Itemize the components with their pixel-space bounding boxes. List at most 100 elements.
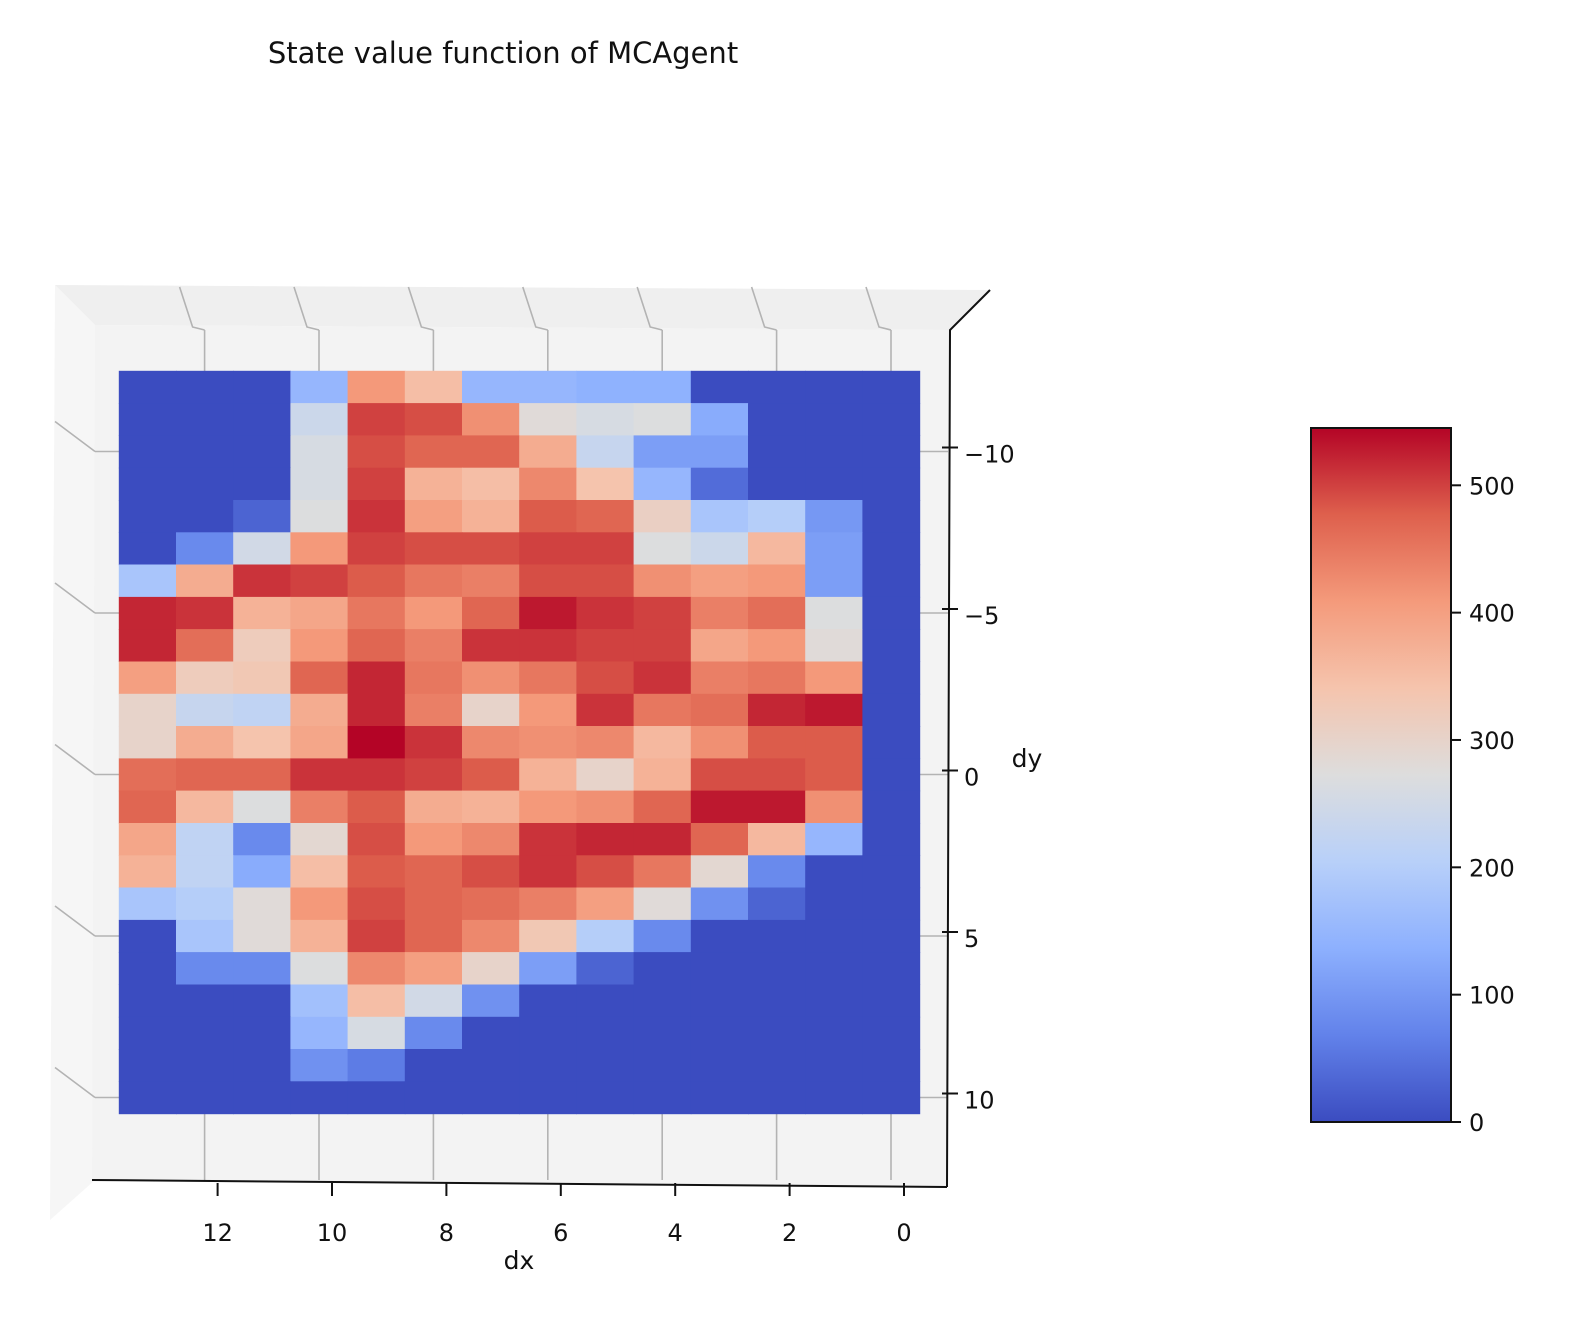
surface-cell bbox=[748, 726, 806, 759]
surface-cell bbox=[748, 1016, 806, 1050]
surface-cell bbox=[633, 403, 692, 436]
surface-cell bbox=[118, 952, 177, 985]
surface-cell bbox=[748, 500, 806, 533]
colorbar-tick-label: 200 bbox=[1469, 854, 1515, 882]
surface-cell bbox=[347, 1049, 406, 1082]
surface-cell bbox=[404, 403, 463, 436]
surface-cell bbox=[805, 823, 863, 856]
surface-cell bbox=[690, 855, 749, 889]
surface-cell bbox=[805, 403, 863, 436]
surface-cell bbox=[233, 790, 291, 824]
x-axis-label: dx bbox=[504, 1246, 535, 1275]
surface-cell bbox=[118, 1081, 177, 1115]
surface-cell bbox=[576, 370, 635, 404]
x-gridline-top bbox=[407, 286, 434, 331]
surface-cell bbox=[576, 629, 635, 662]
surface-cell bbox=[862, 693, 921, 727]
surface-cell bbox=[519, 790, 577, 824]
surface-cell bbox=[805, 919, 863, 953]
surface-cell bbox=[462, 596, 520, 630]
surface-cell bbox=[690, 823, 749, 856]
surface-cell bbox=[805, 467, 863, 501]
surface-cell bbox=[347, 467, 406, 501]
surface-cell bbox=[576, 500, 635, 533]
surface-cell bbox=[118, 629, 177, 662]
surface-cell bbox=[690, 596, 749, 630]
surface-cell bbox=[690, 1016, 749, 1050]
surface-cell bbox=[176, 403, 234, 436]
surface-cell bbox=[347, 758, 406, 792]
surface-cell bbox=[118, 984, 177, 1018]
surface-cell bbox=[118, 564, 177, 598]
chart-title: State value function of MCAgent bbox=[268, 36, 738, 70]
surface-cell bbox=[748, 790, 806, 824]
surface-cell bbox=[805, 1016, 863, 1050]
surface-cell bbox=[862, 1049, 921, 1082]
surface-cell bbox=[633, 693, 692, 727]
surface-cell bbox=[748, 1081, 806, 1115]
surface-cell bbox=[462, 467, 520, 501]
surface-cell bbox=[233, 952, 291, 985]
surface-cell bbox=[118, 823, 177, 856]
surface-cell bbox=[347, 532, 406, 566]
surface-cell bbox=[176, 984, 234, 1018]
surface-cell bbox=[519, 1016, 577, 1050]
surface-cell bbox=[748, 855, 806, 889]
surface-cell bbox=[862, 467, 921, 501]
surface-cell bbox=[176, 370, 234, 404]
surface-cell bbox=[462, 564, 520, 598]
surface-cell bbox=[462, 1016, 520, 1050]
surface-cell bbox=[118, 661, 177, 695]
surface-cell bbox=[404, 1016, 463, 1050]
surface-cell bbox=[690, 919, 749, 953]
surface-cell bbox=[404, 370, 463, 404]
surface-cell bbox=[118, 467, 177, 501]
x-gridline-top bbox=[293, 286, 320, 331]
surface-cell bbox=[118, 693, 177, 727]
surface-cell bbox=[462, 823, 520, 856]
surface-cell bbox=[347, 823, 406, 856]
x-gridline-top bbox=[750, 286, 777, 331]
surface-cell bbox=[347, 1016, 406, 1050]
surface-cell bbox=[805, 1081, 863, 1115]
surface-cell bbox=[519, 726, 577, 759]
surface-cell bbox=[633, 726, 692, 759]
surface-cell bbox=[633, 467, 692, 501]
y-ticks: −10 −5 0 5 10 bbox=[942, 441, 1015, 1115]
x-tick-label: 6 bbox=[553, 1219, 568, 1247]
surface-cell bbox=[690, 661, 749, 695]
surface-cell bbox=[233, 823, 291, 856]
surface-cell bbox=[290, 1016, 349, 1050]
surface-cell bbox=[862, 1081, 921, 1115]
surface-cell bbox=[233, 370, 291, 404]
surface-cell bbox=[805, 661, 863, 695]
surface-cell bbox=[748, 629, 806, 662]
surface-cell bbox=[290, 370, 349, 404]
surface-cell bbox=[347, 919, 406, 953]
surface-cell bbox=[290, 952, 349, 985]
surface-cell bbox=[748, 952, 806, 985]
surface-cell bbox=[290, 855, 349, 889]
surface-cell bbox=[290, 596, 349, 630]
surface-cell bbox=[748, 919, 806, 953]
surface-cell bbox=[347, 693, 406, 727]
surface-cell bbox=[633, 855, 692, 889]
surface-cell bbox=[118, 403, 177, 436]
surface-cell bbox=[462, 370, 520, 404]
x-gridline-top bbox=[178, 286, 205, 331]
surface-cell bbox=[519, 467, 577, 501]
surface-cell bbox=[633, 500, 692, 533]
surface-cell bbox=[462, 500, 520, 533]
x-ticks: 12 10 8 6 4 2 0 bbox=[202, 1183, 912, 1247]
surface-cell bbox=[862, 887, 921, 921]
surface-cell bbox=[576, 596, 635, 630]
surface-cell bbox=[519, 370, 577, 404]
y-tick-label: 5 bbox=[964, 925, 979, 953]
surface-cell bbox=[404, 1049, 463, 1082]
surface-cell bbox=[690, 1049, 749, 1082]
surface-cell bbox=[633, 435, 692, 469]
surface-cell bbox=[233, 403, 291, 436]
surface-cell bbox=[118, 370, 177, 404]
surface-cell bbox=[805, 726, 863, 759]
